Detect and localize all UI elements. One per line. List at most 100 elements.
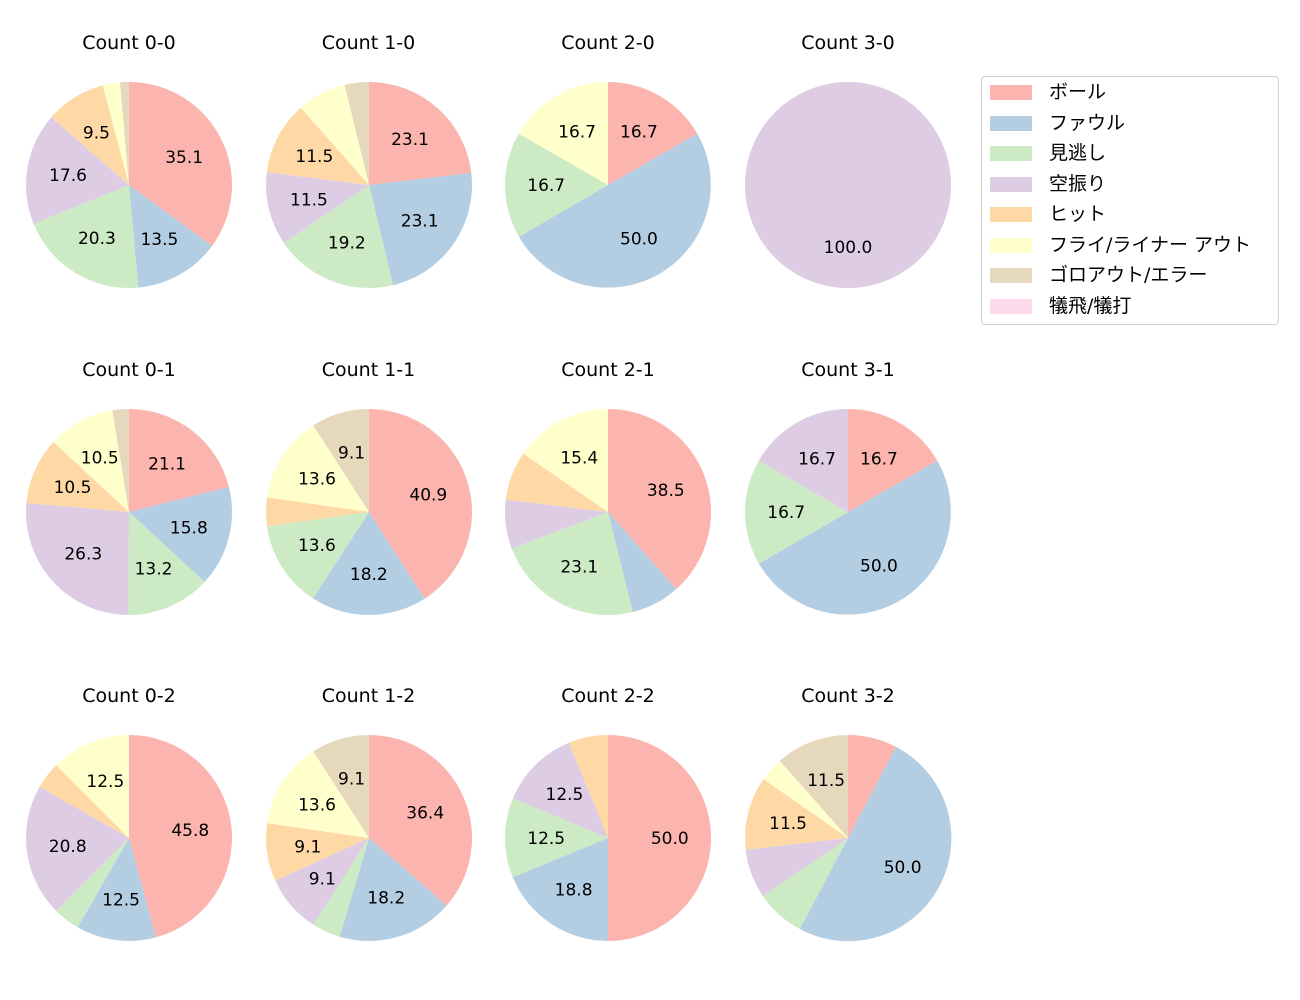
legend-label: 犠飛/犠打 [1049, 294, 1132, 317]
slice-value-label: 9.5 [83, 123, 110, 143]
pie-slice [112, 409, 129, 512]
pie-slice [56, 838, 129, 928]
pie-slice [608, 512, 677, 613]
pie-panel-count-0-0: Count 0-0 35.1 13.5 20.3 17.6 9.5 [9, 15, 249, 325]
pie-slice [512, 838, 608, 941]
pie-slice [129, 82, 232, 246]
legend-label: 空振り [1049, 172, 1107, 195]
slice-value-label: 36.4 [406, 803, 444, 823]
slice-value-label: 9.1 [338, 770, 365, 790]
pie-chart: 36.418.29.19.113.69.1 [265, 735, 472, 942]
pie-chart: 50.0 18.8 12.5 12.5 [504, 735, 711, 941]
slice-value-label: 10.5 [81, 449, 119, 469]
pie-panel-count-1-0: Count 1-0 23.1 23.1 19.2 11.5 11.5 [249, 15, 489, 325]
pie-chart: 50.0 11.5 11.5 [745, 735, 952, 942]
slice-value-label: 16.7 [558, 123, 596, 143]
slice-value-label: 18.2 [349, 565, 387, 585]
pie-slice [758, 409, 848, 512]
legend-swatch [990, 207, 1032, 222]
pie-title: Count 0-0 [82, 32, 176, 54]
slice-value-label: 13.5 [140, 230, 178, 250]
slice-value-label: 9.1 [294, 838, 321, 858]
pie-chart: 38.5 23.1 15.4 [504, 409, 712, 616]
slice-value-label: 23.1 [391, 130, 429, 150]
slice-value-label: 16.7 [620, 123, 658, 143]
slice-value-label: 17.6 [49, 166, 87, 186]
slice-value-label: 13.2 [135, 560, 173, 580]
pie-slice [266, 512, 369, 599]
legend-swatch [990, 85, 1032, 100]
pie-title: Count 2-1 [561, 359, 655, 381]
slice-value-label: 40.9 [409, 486, 447, 506]
pie-slice [77, 838, 156, 941]
pie-slice [56, 735, 129, 838]
pie-slice [339, 838, 447, 942]
pie-slice [129, 409, 229, 512]
pie-panel-count-0-1: Count 0-1 21.1 15.8 13.2 26.3 10.5 10.5 [9, 342, 249, 652]
legend: ボール ファウル 見逃し 空振り ヒット フライ/ライナー アウト ゴロアウト/… [981, 76, 1279, 325]
pie-slice [762, 838, 848, 929]
slice-value-label: 50.0 [651, 829, 689, 849]
legend-swatch [990, 268, 1032, 283]
pie-chart: 35.1 13.5 20.3 17.6 9.5 [26, 82, 232, 288]
legend-label: ファウル [1049, 111, 1126, 134]
legend-swatch [990, 298, 1032, 314]
pie-slice [763, 760, 848, 838]
pie-panel-count-2-2: Count 2-2 50.0 18.8 12.5 12.5 [488, 668, 728, 978]
pie-slice [799, 746, 952, 942]
pie-panel-count-3-1: Count 3-1 16.7 50.0 16.7 16.7 [728, 342, 968, 652]
pie-title: Count 2-2 [561, 685, 655, 707]
legend-swatch [990, 176, 1032, 192]
legend-item-fly-liner-out: フライ/ライナー アウト [982, 230, 1278, 260]
pie-slice [568, 735, 608, 838]
pie-slice [265, 823, 369, 881]
legend-item-groundout-error: ゴロアウト/エラー [982, 260, 1278, 290]
legend-label: ボール [1049, 81, 1107, 103]
slice-value-label: 100.0 [824, 238, 873, 258]
pie-panel-count-3-0: Count 3-0 100.0 [728, 15, 968, 325]
pie-slice [512, 742, 608, 838]
slice-value-label: 12.5 [86, 772, 124, 792]
pie-slice [848, 735, 896, 838]
slice-value-label: 26.3 [64, 545, 102, 565]
pie-slice [504, 798, 608, 878]
pie-slice [300, 84, 369, 185]
pie-slice [129, 487, 232, 583]
pie-slice [518, 133, 711, 288]
pie-slice [51, 85, 130, 185]
pie-slice [312, 838, 369, 937]
slice-value-label: 16.7 [767, 503, 805, 523]
pie-slice [26, 441, 129, 512]
pie-title: Count 0-2 [82, 685, 176, 707]
slice-value-label: 23.1 [560, 558, 598, 578]
pie-chart: 16.7 50.0 16.7 16.7 [745, 409, 951, 615]
pie-panel-count-1-2: Count 1-2 36.4 18.2 9.1 9.1 13.6 9.1 [249, 668, 489, 978]
pie-slice [312, 409, 369, 512]
legend-swatch [990, 115, 1032, 131]
slice-value-label: 11.5 [807, 771, 845, 791]
pie-slice [779, 735, 848, 838]
pie-slice [26, 117, 129, 224]
slice-value-label: 13.6 [297, 536, 335, 556]
legend-label: ゴロアウト/エラー [1049, 264, 1208, 286]
legend-swatch [990, 146, 1032, 161]
slice-value-label: 12.5 [546, 785, 584, 805]
pie-slice [518, 82, 608, 185]
slice-value-label: 15.8 [170, 518, 208, 538]
pie-slice [344, 82, 369, 185]
slice-value-label: 50.0 [860, 557, 898, 577]
legend-item-sacrifice: 犠飛/犠打 [982, 291, 1278, 321]
legend-label: ヒット [1049, 203, 1107, 225]
pie-slice [758, 460, 951, 615]
slice-value-label: 20.3 [78, 229, 116, 249]
pie-chart: 45.8 12.5 20.8 12.5 [26, 735, 232, 941]
slice-value-label: 50.0 [884, 858, 922, 878]
legend-item-hit: ヒット [982, 199, 1278, 229]
slice-value-label: 9.1 [338, 444, 365, 464]
pie-slice [39, 765, 129, 838]
pie-chart: 100.0 [745, 82, 951, 288]
pie-title: Count 1-0 [321, 32, 416, 54]
slice-value-label: 18.8 [555, 880, 593, 900]
slice-value-label: 16.7 [860, 450, 898, 470]
slice-value-label: 13.6 [298, 796, 336, 816]
